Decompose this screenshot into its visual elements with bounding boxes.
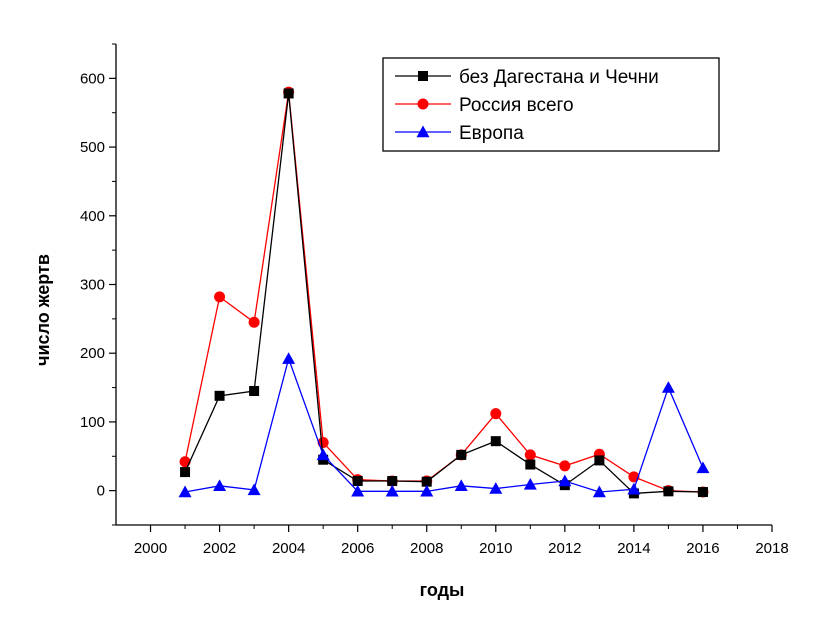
data-point [697,487,708,498]
y-tick-label: 400 [80,208,105,225]
series-layer [178,86,710,499]
data-point [456,449,467,460]
x-tick-label: 2018 [755,540,788,557]
x-axis-title: годы [420,580,465,600]
x-tick-label: 2012 [548,540,581,557]
data-point [627,482,641,495]
data-point [317,437,329,449]
y-tick-label: 100 [80,414,105,431]
data-point [489,482,503,494]
data-point [351,484,365,497]
data-point [214,291,226,303]
x-tick-label: 2006 [341,540,374,557]
data-point [454,479,468,492]
data-point [247,483,261,496]
data-point [558,474,572,487]
y-tick-label: 0 [97,483,105,500]
data-point [180,467,191,478]
data-point [559,460,571,472]
x-tick-label: 2014 [617,540,650,557]
series-line [184,93,703,495]
data-point [178,485,192,498]
data-point [524,449,536,461]
data-point [213,479,227,492]
legend-marker [418,71,428,81]
data-point [592,485,606,498]
data-point [490,436,501,447]
y-tick-label: 500 [80,139,105,156]
data-point [525,459,536,470]
legend-item: Россия всего [395,95,574,116]
x-tick-label: 2004 [272,540,305,557]
y-tick-label: 200 [80,345,105,362]
data-point [523,477,537,490]
x-tick-label: 2002 [203,540,236,557]
series-line [184,356,704,493]
data-point [283,88,294,99]
y-axis-title: число жертв [33,254,53,366]
data-point [661,381,675,393]
y-tick-label: 600 [80,70,105,87]
axes: 0 100 200 300 400 500 600 2000 2002 2004 2006 2008 2… [80,43,789,557]
data-point [179,456,191,468]
data-point [421,476,432,487]
data-point [385,484,399,497]
y-tick-label: 300 [80,277,105,294]
data-point [696,461,710,474]
x-tick-label: 2000 [134,540,167,557]
data-point [214,390,225,401]
x-tick-label: 2008 [410,540,443,557]
data-point [490,408,502,420]
data-point [663,486,674,497]
legend-marker [417,98,429,110]
data-point [420,484,434,497]
series-3 [178,352,710,498]
legend-label: Россия всего [459,95,574,116]
data-point [282,352,296,364]
series-line [184,92,703,493]
data-point [248,316,260,328]
legend: без Дагестана и Чечни Россия всего Европа [382,57,720,152]
data-point [249,386,260,397]
data-point [594,455,605,466]
legend-item: Европа [395,123,524,144]
data-point [352,476,363,487]
legend-item: без Дагестана и Чечни [395,67,659,88]
legend-label: Европа [459,123,524,144]
legend-marker [416,125,430,138]
legend-label: без Дагестана и Чечни [459,67,659,88]
data-point [387,476,398,487]
x-tick-label: 2016 [686,540,719,557]
data-point [316,448,330,461]
x-tick-label: 2010 [479,540,512,557]
